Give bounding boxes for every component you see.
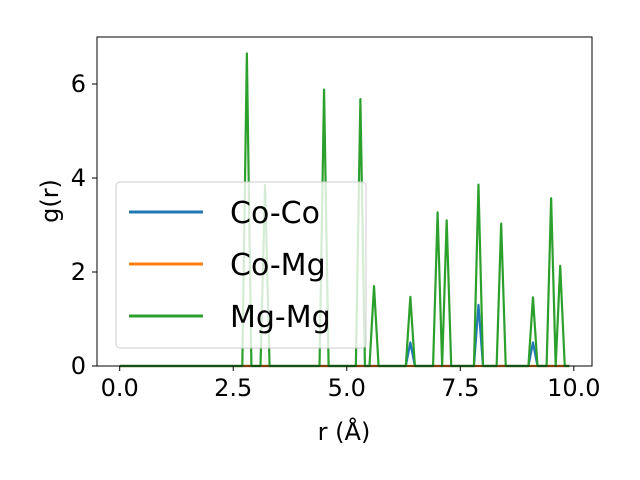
y-axis-ticks: 0 2 4 6: [71, 70, 97, 380]
y-tick-label: 6: [71, 70, 86, 98]
x-axis-ticks: 0.0 2.5 5.0 7.5 10.0: [101, 366, 601, 402]
y-tick-label: 2: [71, 258, 86, 286]
legend-items: Co-Co Co-Mg Mg-Mg: [129, 196, 331, 335]
y-tick-label: 4: [71, 164, 86, 192]
legend-box: [115, 181, 367, 349]
y-axis-label: g(r): [36, 179, 64, 223]
y-tick-label: 0: [71, 352, 86, 380]
x-tick-label: 7.5: [441, 374, 479, 402]
legend-label-co-mg: Co-Mg: [230, 248, 326, 283]
legend-label-co-co: Co-Co: [230, 196, 320, 231]
x-axis-label: r (Å): [318, 417, 371, 446]
x-tick-label: 0.0: [101, 374, 139, 402]
x-tick-label: 5.0: [328, 374, 366, 402]
legend: Co-Co Co-Mg Mg-Mg: [115, 181, 367, 349]
x-tick-label: 10.0: [547, 374, 600, 402]
x-tick-label: 2.5: [214, 374, 252, 402]
legend-label-mg-mg: Mg-Mg: [230, 300, 331, 335]
plot-frame: [96, 36, 593, 367]
